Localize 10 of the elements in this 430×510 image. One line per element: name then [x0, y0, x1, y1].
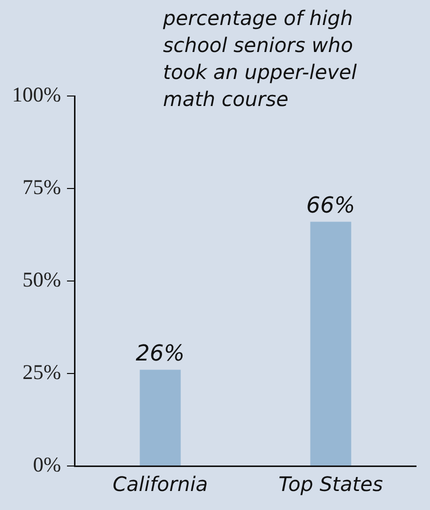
- y-tick-label: 100%: [12, 82, 61, 107]
- y-tick-label: 50%: [22, 268, 61, 292]
- x-tick-label: California: [112, 472, 208, 496]
- chart-title: percentage of high school seniors who took an upper-level math course: [162, 6, 358, 112]
- y-tick-label: 0%: [32, 452, 61, 477]
- y-tick-label: 75%: [22, 175, 61, 200]
- y-tick-label: 25%: [22, 360, 61, 384]
- data-label: 26%: [136, 342, 185, 367]
- x-tick-label: Top States: [278, 472, 383, 496]
- data-label: 66%: [306, 194, 356, 219]
